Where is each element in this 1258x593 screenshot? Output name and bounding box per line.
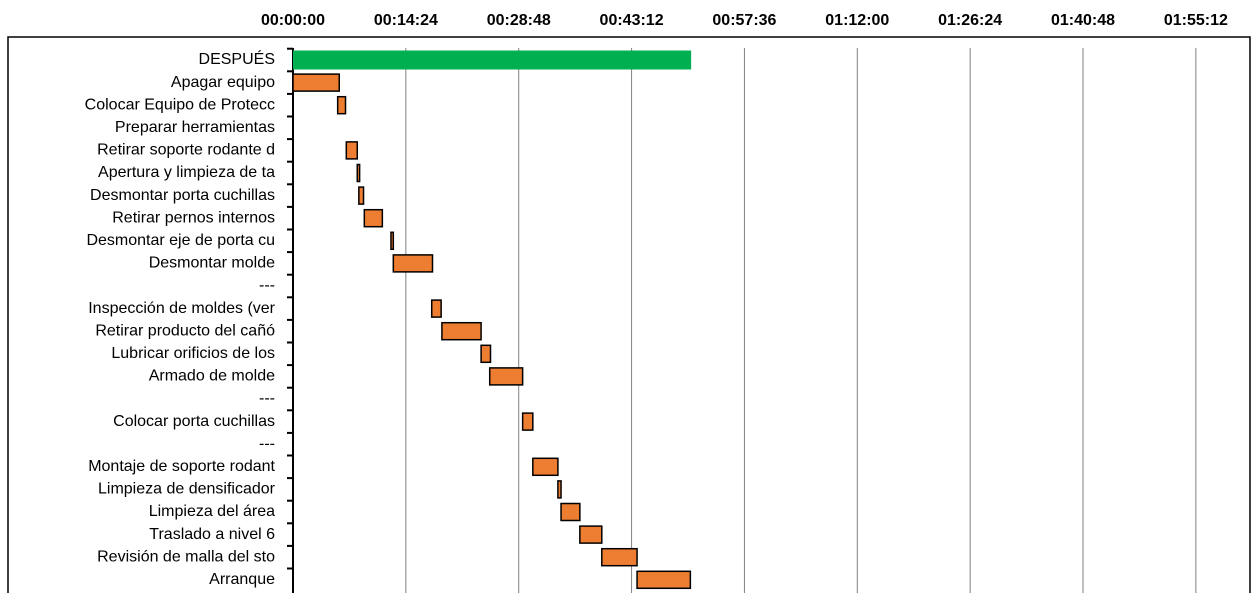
y-tick-label: Retirar producto del cañó: [95, 322, 275, 339]
bar: [636, 570, 692, 590]
y-tick-label: Desmontar molde: [149, 255, 275, 272]
bar: [356, 163, 361, 183]
bar: [532, 457, 559, 477]
y-tick-label: Retirar pernos internos: [112, 209, 275, 226]
x-tick-label: 00:28:48: [487, 12, 551, 29]
bar: [579, 525, 603, 544]
x-tick-label: 00:00:00: [261, 12, 325, 29]
y-tick-label: Traslado a nivel 6: [149, 526, 275, 543]
bar: [292, 73, 340, 92]
bar: [557, 480, 562, 499]
x-tick-label: 00:57:36: [712, 12, 776, 29]
bar: [392, 254, 434, 273]
y-tick-label: ---: [259, 390, 275, 407]
y-tick-label: ---: [259, 277, 275, 294]
y-tick-label: Retirar soporte rodante d: [97, 142, 275, 159]
bar: [488, 367, 524, 386]
y-tick-label: Revisión de malla del sto: [97, 548, 275, 565]
y-tick-label: Inspección de moldes (ver: [88, 300, 275, 317]
y-tick-label: Colocar Equipo de Protecc: [85, 96, 275, 113]
x-tick-label: 00:14:24: [374, 12, 438, 29]
bar: [521, 412, 534, 431]
y-tick-label: Montaje de soporte rodant: [88, 458, 275, 475]
x-tick-label: 00:43:12: [600, 12, 664, 29]
y-tick-label: Desmontar porta cuchillas: [90, 187, 275, 204]
y-tick-label: Desmontar eje de porta cu: [86, 232, 275, 249]
bar: [560, 502, 581, 522]
bar: [390, 231, 395, 251]
y-tick-label: Lubricar orificios de los: [111, 345, 275, 362]
x-tick-label: 01:55:12: [1164, 12, 1228, 29]
x-tick-label: 01:12:00: [825, 12, 889, 29]
y-tick-label: DESPUÉS: [199, 49, 275, 68]
y-tick-label: Arranque: [209, 571, 275, 588]
bar: [430, 299, 442, 318]
y-tick-label: Apagar equipo: [171, 74, 275, 91]
bar: [441, 321, 482, 341]
bar: [363, 208, 384, 228]
bar: [345, 141, 359, 160]
bar: [336, 95, 347, 115]
y-tick-label: Limpieza del área: [149, 503, 275, 520]
bar: [358, 186, 365, 205]
x-tick-label: 01:40:48: [1051, 12, 1115, 29]
bar: [601, 547, 638, 567]
y-tick-label: Preparar herramientas: [115, 119, 275, 136]
y-tick-label: ---: [259, 435, 275, 452]
chart-frame: [7, 36, 1251, 593]
y-tick-label: Armado de molde: [149, 368, 275, 385]
x-tick-label: 01:26:24: [938, 12, 1002, 29]
bar: [480, 344, 492, 364]
y-tick-label: Limpieza de densificador: [98, 481, 276, 498]
y-tick-label: Apertura y limpieza de ta: [98, 164, 275, 181]
y-tick-label: Colocar porta cuchillas: [113, 413, 275, 430]
bar: [293, 50, 692, 70]
